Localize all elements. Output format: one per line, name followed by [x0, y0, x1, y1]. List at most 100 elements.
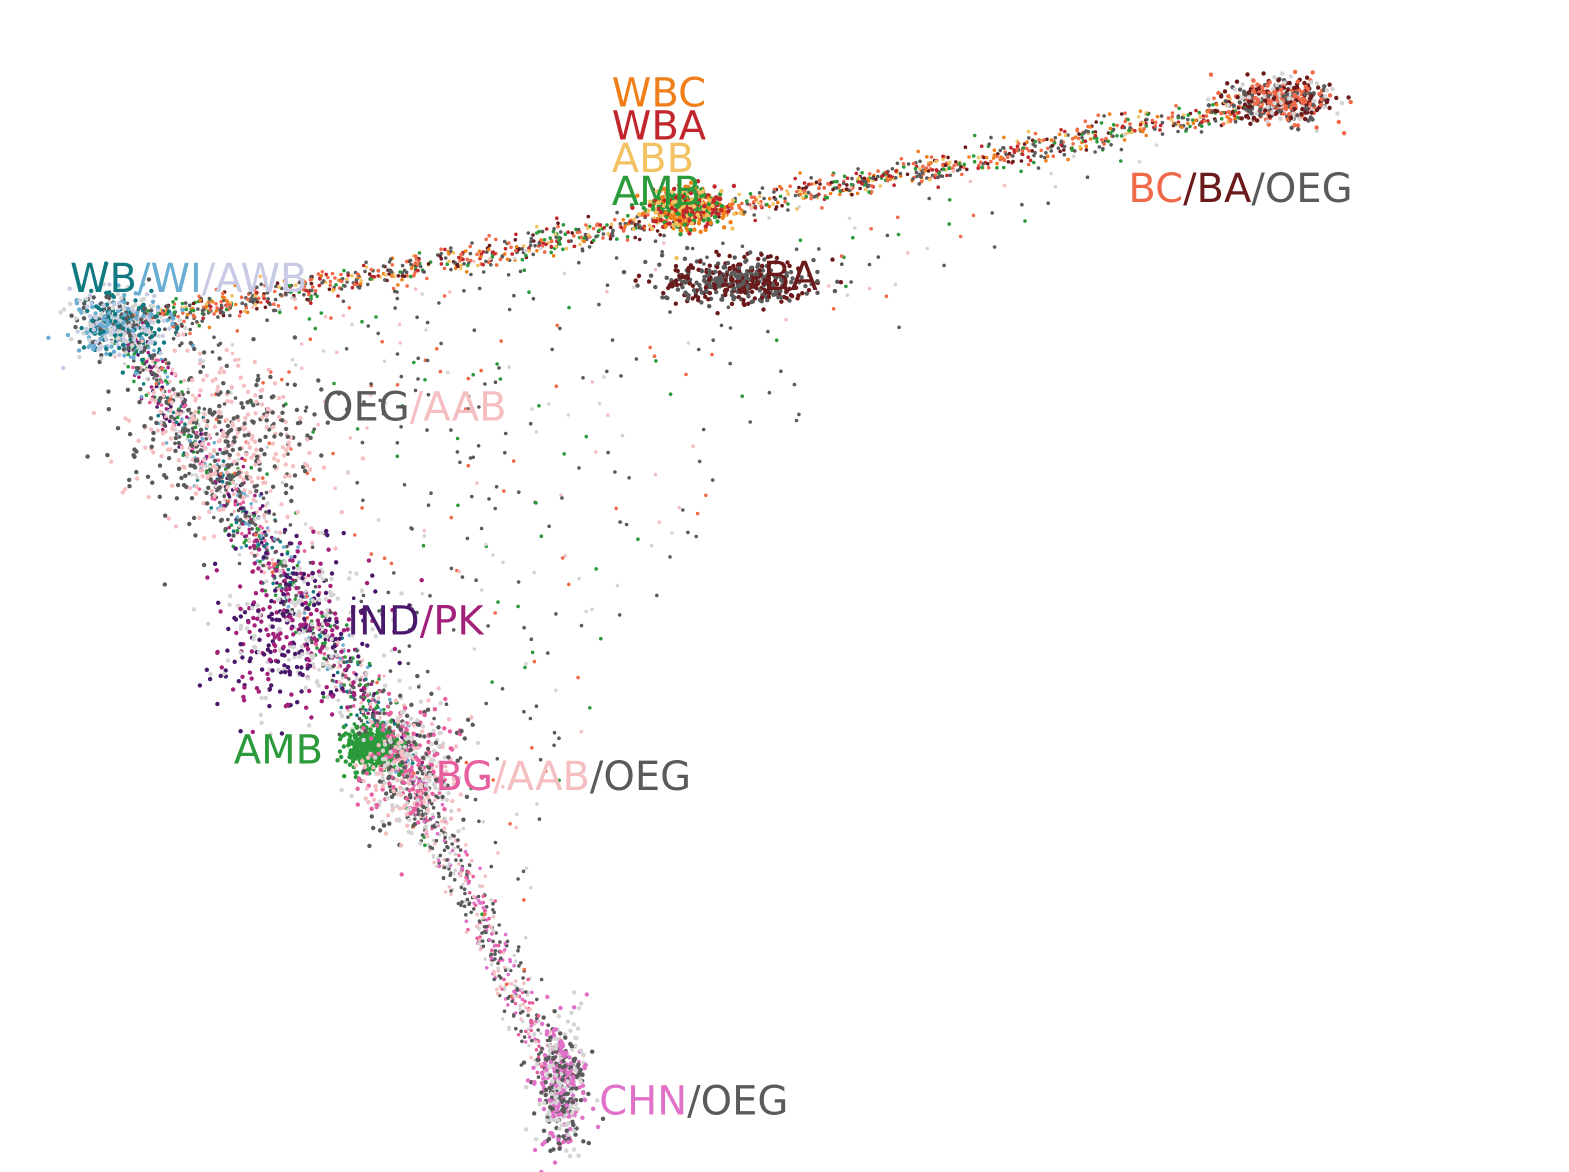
point-bc [261, 381, 265, 385]
point-abb [204, 302, 209, 306]
point-wb [174, 420, 179, 425]
point-amb [175, 415, 180, 420]
point-oeg [515, 988, 520, 992]
point-ref [632, 285, 636, 290]
point-oeg [812, 194, 817, 199]
point-oeg [432, 716, 436, 721]
point-ba [1242, 102, 1248, 107]
point-bc [458, 259, 462, 263]
point-ref [443, 832, 448, 837]
point-oeg [186, 390, 190, 395]
point-aab [657, 520, 662, 524]
point-chn [422, 819, 427, 824]
point-bc [1272, 91, 1278, 96]
point-bc [1228, 117, 1233, 123]
point-ref [77, 355, 82, 360]
point-oeg [443, 256, 448, 260]
point-bc [1026, 162, 1031, 167]
point-ref [479, 588, 484, 592]
point-bc [1005, 155, 1010, 159]
point-bc [901, 162, 906, 166]
point-amb [1200, 124, 1204, 128]
point-wb [209, 506, 213, 510]
point-oeg [610, 338, 615, 342]
point-aab [337, 680, 342, 684]
point-oeg [797, 412, 801, 417]
point-oeg [786, 208, 790, 212]
point-oeg [222, 494, 226, 499]
point-oeg [694, 534, 698, 539]
point-bc [1083, 119, 1088, 123]
point-bc [1251, 78, 1256, 83]
point-bc [550, 239, 554, 244]
point-oeg [484, 924, 489, 929]
point-bc [466, 376, 471, 381]
point-oeg [493, 840, 498, 845]
point-oeg [655, 593, 659, 598]
point-bc [919, 179, 924, 184]
point-oeg [470, 494, 474, 499]
point-oeg [898, 171, 903, 176]
point-aab [397, 322, 402, 327]
point-amb [455, 436, 460, 441]
point-wba [802, 181, 807, 185]
point-bc [788, 184, 792, 188]
point-wba [361, 263, 366, 268]
point-oeg [579, 623, 584, 628]
point-ref [1314, 81, 1320, 86]
point-amb [941, 167, 946, 171]
point-oeg [930, 173, 935, 178]
point-wba [1237, 110, 1241, 115]
point-amb [798, 238, 803, 243]
point-bc [1292, 92, 1297, 98]
point-pk [343, 668, 347, 672]
point-pk [166, 365, 170, 370]
point-ref [230, 343, 235, 347]
point-ref [518, 1004, 522, 1008]
point-abb [918, 166, 922, 171]
point-bc [971, 213, 976, 218]
point-bc [1020, 149, 1025, 153]
point-wba [945, 173, 949, 178]
point-oeg [450, 842, 455, 846]
point-bc [839, 254, 844, 258]
point-ind [291, 566, 296, 570]
point-wb [376, 700, 381, 705]
point-oeg [178, 343, 182, 348]
point-aab [368, 702, 373, 706]
point-wb [257, 543, 261, 547]
point-ref [597, 401, 602, 406]
point-ba [954, 160, 958, 164]
point-bc [595, 222, 600, 226]
point-bc [389, 561, 394, 566]
point-pk [247, 531, 252, 535]
point-chn [435, 831, 440, 836]
point-wbc [245, 310, 250, 315]
point-amb [417, 251, 422, 255]
point-ref [453, 868, 458, 873]
point-wi [109, 344, 114, 349]
point-oeg [202, 308, 206, 312]
point-oeg [522, 709, 526, 714]
point-amb [321, 695, 326, 699]
point-oeg [1073, 149, 1077, 153]
point-amb [567, 305, 571, 310]
point-aab [590, 380, 595, 384]
point-wb [285, 551, 290, 556]
point-oeg [397, 649, 402, 654]
point-oeg [387, 268, 391, 273]
point-oeg [766, 329, 770, 334]
point-pk [271, 574, 275, 578]
point-oeg [410, 527, 414, 531]
point-bc [591, 226, 596, 231]
point-oeg [309, 275, 313, 279]
point-oeg [522, 625, 526, 630]
point-ba [1045, 137, 1049, 142]
point-ba [387, 272, 391, 276]
point-amb [360, 319, 364, 324]
point-ba [191, 301, 196, 306]
point-ref [1272, 101, 1277, 106]
point-bg [377, 674, 382, 678]
point-bc [1102, 142, 1106, 146]
point-amb [740, 394, 744, 399]
